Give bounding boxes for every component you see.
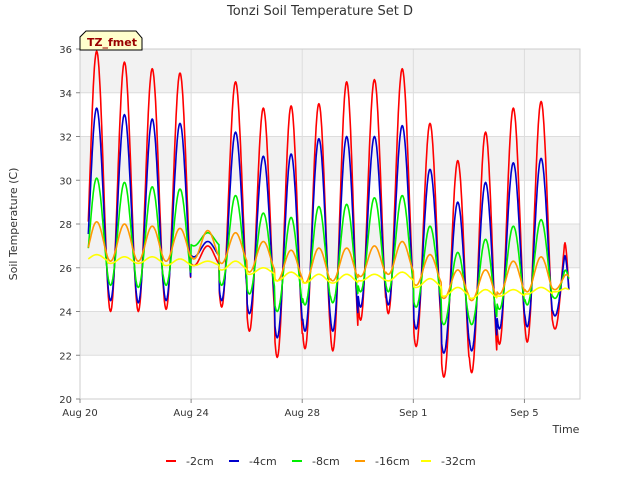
tz-badge-label: TZ_fmet	[87, 36, 137, 49]
legend: -2cm -4cm -8cm -16cm -32cm	[166, 455, 476, 468]
plot-band	[80, 224, 580, 268]
chart-title: Tonzi Soil Temperature Set D	[226, 4, 413, 19]
series-lines	[87, 50, 570, 378]
y-axis-label: Soil Temperature (C)	[7, 168, 20, 281]
x-tick-label: Aug 28	[285, 408, 320, 419]
y-tick-label: 22	[59, 351, 72, 362]
plot-band	[80, 136, 580, 181]
x-tick-label: Aug 24	[173, 408, 208, 419]
y-tick-label: 32	[59, 133, 72, 144]
y-tick-label: 28	[59, 220, 72, 231]
plot-band	[80, 49, 580, 93]
x-tick-label: Sep 1	[399, 408, 427, 419]
y-tick-label: 30	[59, 176, 72, 187]
legend-label: -16cm	[375, 455, 410, 468]
legend-label: -4cm	[249, 455, 277, 468]
x-tick-label: Aug 20	[62, 408, 97, 419]
tz-badge: TZ_fmet	[79, 30, 143, 51]
y-tick-label: 26	[59, 264, 72, 275]
y-tick-label: 34	[59, 89, 72, 100]
series-line-neg16cm	[87, 221, 570, 302]
legend-label: -32cm	[441, 455, 476, 468]
tz-badge-box	[79, 30, 143, 51]
x-tick-label: Sep 5	[510, 408, 538, 419]
legend-label: -2cm	[186, 455, 214, 468]
y-axis-ticks: 20 22 24 26 28 30 32 34 36	[59, 45, 80, 406]
x-axis-label: Time	[552, 423, 580, 436]
y-tick-label: 20	[59, 395, 72, 406]
y-tick-label: 36	[59, 45, 72, 56]
y-tick-label: 24	[59, 308, 72, 319]
legend-label: -8cm	[312, 455, 340, 468]
series-line-neg32cm	[87, 253, 570, 300]
series-line-neg8cm	[87, 177, 570, 326]
x-axis-ticks: Aug 20 Aug 24 Aug 28 Sep 1 Sep 5	[62, 399, 539, 419]
